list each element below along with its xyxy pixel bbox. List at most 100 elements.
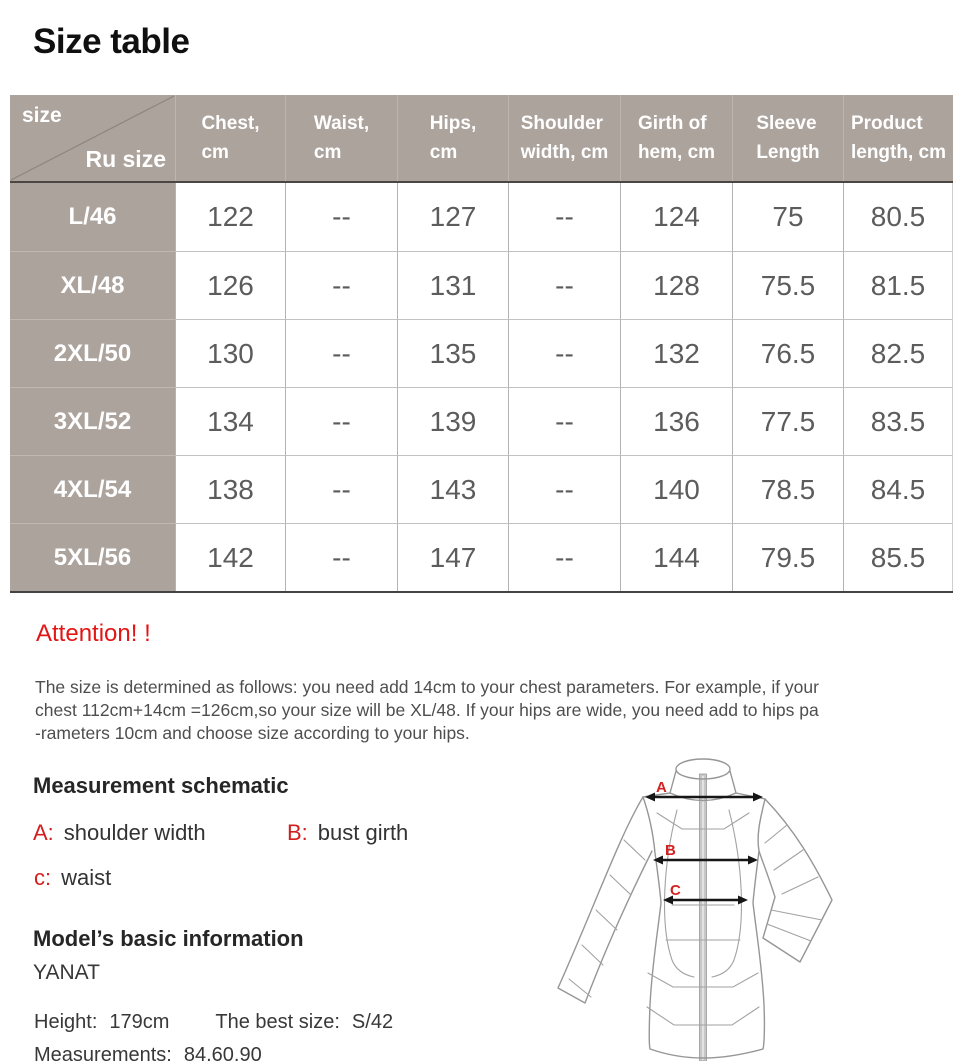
shoulder-cell: -- — [508, 251, 620, 319]
attention-heading: Attention! ! — [36, 620, 151, 647]
hips-cell: 139 — [397, 387, 508, 455]
size-note-line: The size is determined as follows: you n… — [35, 677, 819, 697]
chest-cell: 134 — [175, 387, 285, 455]
table-row-l46: L/46 122 -- 127 -- 124 75 80.5 — [10, 183, 953, 251]
waist-cell: -- — [285, 183, 397, 251]
arrow-label-b: B — [665, 842, 676, 859]
coat-schematic-drawing: A B C — [557, 758, 833, 1061]
size-cell: XL/48 — [10, 251, 175, 319]
col-header-hips: Hips, cm — [397, 95, 508, 181]
col-header-shoulder: Shoulder width, cm — [508, 95, 620, 181]
right-sleeve — [758, 798, 833, 963]
best-size-label: The best size: — [215, 1011, 340, 1033]
measurement-arrow-a — [645, 792, 763, 802]
body-quilting — [646, 809, 760, 1026]
sleeve-cell: 78.5 — [732, 455, 843, 523]
height-value: 179cm — [109, 1011, 170, 1033]
length-cell: 80.5 — [843, 183, 953, 251]
hem-cell: 144 — [620, 523, 732, 591]
size-cell: 3XL/52 — [10, 387, 175, 455]
size-cell: 5XL/56 — [10, 523, 175, 591]
hips-cell: 131 — [397, 251, 508, 319]
legend-key-c: c: — [34, 865, 52, 890]
sleeve-cell: 76.5 — [732, 319, 843, 387]
table-row-4xl54: 4XL/54 138 -- 143 -- 140 78.5 84.5 — [10, 455, 953, 523]
diagonal-divider — [10, 95, 175, 181]
size-cell: 2XL/50 — [10, 319, 175, 387]
model-height-line: Height: 179cm The best size: S/42 — [34, 1011, 393, 1034]
corner-cell: size Ru size — [10, 95, 175, 181]
sleeve-cell: 77.5 — [732, 387, 843, 455]
chest-cell: 130 — [175, 319, 285, 387]
legend-label-c: waist — [61, 865, 112, 890]
chest-cell: 126 — [175, 251, 285, 319]
model-measurements-line: Measurements: 84.60.90 — [34, 1044, 262, 1061]
legend-label-a: shoulder width — [63, 820, 206, 845]
legend-item-b: B: bust girth — [287, 820, 408, 846]
left-sleeve — [557, 796, 653, 1004]
schematic-heading: Measurement schematic — [33, 773, 289, 798]
chest-cell: 142 — [175, 523, 285, 591]
col-header-length: Product length, cm — [843, 95, 953, 181]
shoulder-cell: -- — [508, 183, 620, 251]
legend-key-a: A: — [33, 820, 54, 845]
sleeve-cell: 75.5 — [732, 251, 843, 319]
size-table: size Ru size Chest, cm Waist, cm Hips, c… — [10, 95, 953, 593]
coat-body-outline — [642, 796, 766, 1059]
waist-cell: -- — [285, 251, 397, 319]
hips-cell: 143 — [397, 455, 508, 523]
hem-cell: 128 — [620, 251, 732, 319]
waist-cell: -- — [285, 319, 397, 387]
model-name: YANAT — [33, 961, 100, 984]
height-label: Height: — [34, 1011, 98, 1033]
size-note-paragraph: The size is determined as follows: you n… — [35, 676, 819, 745]
length-cell: 82.5 — [843, 319, 953, 387]
corner-size-label: size — [22, 104, 62, 127]
length-cell: 85.5 — [843, 523, 953, 591]
measurement-arrow-c — [663, 895, 748, 905]
arrow-label-a: A — [656, 779, 667, 796]
arrow-label-c: C — [670, 882, 681, 899]
col-header-sleeve: Sleeve Length — [732, 95, 843, 181]
collar — [669, 758, 737, 802]
measurements-label: Measurements: — [34, 1044, 172, 1061]
size-cell: 4XL/54 — [10, 455, 175, 523]
model-info-heading: Model’s basic information — [33, 926, 304, 951]
legend-item-a: A: shoulder width — [33, 820, 206, 846]
measurement-arrow-b — [653, 855, 758, 865]
chest-cell: 122 — [175, 183, 285, 251]
col-header-waist: Waist, cm — [285, 95, 397, 181]
hips-cell: 135 — [397, 319, 508, 387]
table-row-xl48: XL/48 126 -- 131 -- 128 75.5 81.5 — [10, 251, 953, 319]
shoulder-cell: -- — [508, 523, 620, 591]
length-cell: 83.5 — [843, 387, 953, 455]
size-table-header-row: size Ru size Chest, cm Waist, cm Hips, c… — [10, 95, 953, 183]
shoulder-cell: -- — [508, 455, 620, 523]
col-header-chest: Chest, cm — [175, 95, 285, 181]
size-note-line: -rameters 10cm and choose size according… — [35, 723, 470, 743]
hem-cell: 136 — [620, 387, 732, 455]
table-row-2xl50: 2XL/50 130 -- 135 -- 132 76.5 82.5 — [10, 319, 953, 387]
waist-cell: -- — [285, 387, 397, 455]
legend-item-c: c: waist — [34, 865, 111, 891]
shoulder-cell: -- — [508, 319, 620, 387]
sleeve-cell: 79.5 — [732, 523, 843, 591]
col-header-hem: Girth of hem, cm — [620, 95, 732, 181]
sleeve-cell: 75 — [732, 183, 843, 251]
corner-ru-size-label: Ru size — [85, 146, 166, 172]
hem-cell: 132 — [620, 319, 732, 387]
shoulder-cell: -- — [508, 387, 620, 455]
hem-cell: 124 — [620, 183, 732, 251]
hem-cell: 140 — [620, 455, 732, 523]
table-row-5xl56: 5XL/56 142 -- 147 -- 144 79.5 85.5 — [10, 523, 953, 591]
size-cell: L/46 — [10, 183, 175, 251]
waist-cell: -- — [285, 523, 397, 591]
page-title: Size table — [33, 22, 190, 61]
waist-cell: -- — [285, 455, 397, 523]
length-cell: 81.5 — [843, 251, 953, 319]
legend-label-b: bust girth — [317, 820, 409, 845]
chest-cell: 138 — [175, 455, 285, 523]
size-note-line: chest 112cm+14cm =126cm,so your size wil… — [35, 700, 819, 720]
best-size-value: S/42 — [351, 1011, 394, 1033]
